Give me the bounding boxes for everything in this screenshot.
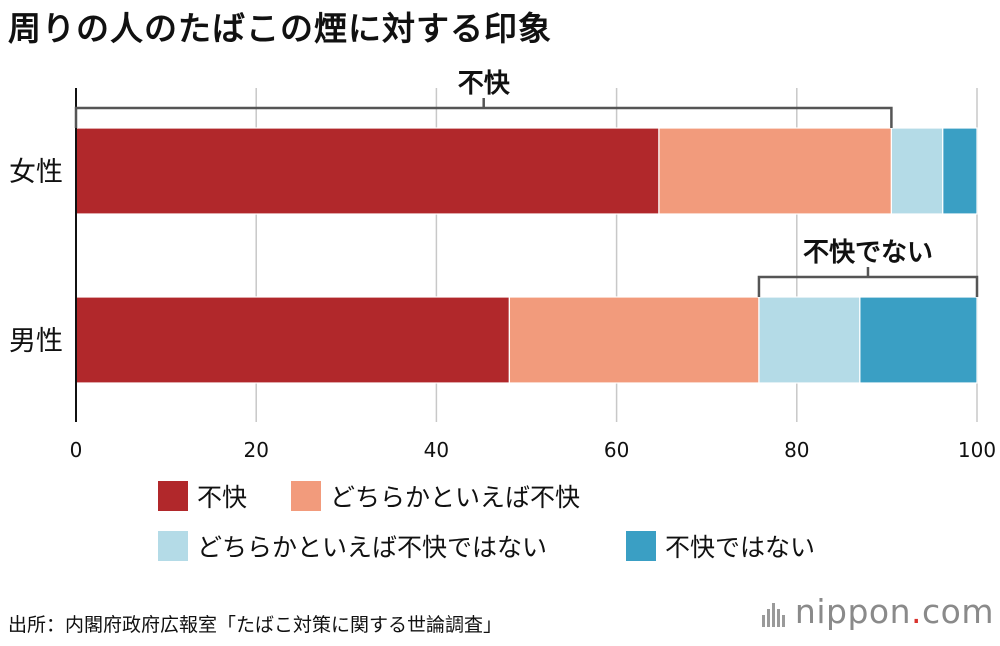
bar-segment: [508, 296, 760, 384]
legend-item: どちらかといえば不快ではない: [158, 528, 547, 564]
source-note: 出所：内閣府政府広報室「たばこ対策に関する世論調査」: [8, 614, 503, 636]
legend-swatch: [291, 481, 321, 511]
legend-swatch: [626, 531, 656, 561]
tick-label: 40: [424, 438, 449, 462]
tick-label: 60: [604, 438, 629, 462]
brand-name: nippon.com: [794, 592, 994, 631]
legend-label: どちらかといえば不快: [330, 483, 581, 512]
tick-label: 80: [784, 438, 809, 462]
legend-swatch: [158, 531, 188, 561]
brand-bars-icon: [761, 597, 787, 627]
annotation-bracket: [757, 275, 979, 297]
bar-segment: [890, 127, 944, 215]
bar-segment: [859, 296, 978, 384]
category-label: 男性: [9, 326, 63, 357]
legend-label: 不快: [197, 483, 248, 512]
tick-label: 20: [243, 438, 268, 462]
tick-label: 100: [958, 438, 996, 462]
annotation-bracket: [74, 106, 893, 128]
nippon-logo: nippon.com: [761, 592, 994, 631]
category-label: 女性: [9, 157, 63, 188]
legend-item: 不快: [158, 478, 247, 514]
legend-item: 不快ではない: [626, 528, 815, 564]
bar-segment: [758, 296, 861, 384]
chart-title: 周りの人のたばこの煙に対する印象: [8, 9, 552, 48]
tick-label: 0: [70, 438, 83, 462]
legend-swatch: [158, 481, 188, 511]
bar-segment: [942, 127, 978, 215]
legend-label: どちらかといえば不快ではない: [197, 533, 548, 562]
annotation-label: 不快でない: [803, 238, 933, 268]
annotation-label: 不快: [458, 69, 511, 99]
axis-unit-label: (%): [957, 467, 992, 470]
legend-label: 不快ではない: [665, 533, 816, 562]
legend-item: どちらかといえば不快: [291, 478, 580, 514]
bar-segment: [75, 127, 660, 215]
bar-segment: [658, 127, 893, 215]
bar-segment: [75, 296, 510, 384]
